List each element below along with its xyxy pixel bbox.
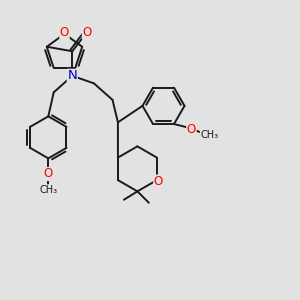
Text: O: O: [82, 26, 91, 39]
Text: O: O: [187, 123, 196, 136]
Text: O: O: [154, 175, 163, 188]
Text: O: O: [44, 167, 53, 181]
Text: CH₃: CH₃: [39, 185, 57, 195]
Text: CH₃: CH₃: [200, 130, 218, 140]
Text: N: N: [68, 69, 77, 82]
Text: O: O: [60, 26, 69, 39]
